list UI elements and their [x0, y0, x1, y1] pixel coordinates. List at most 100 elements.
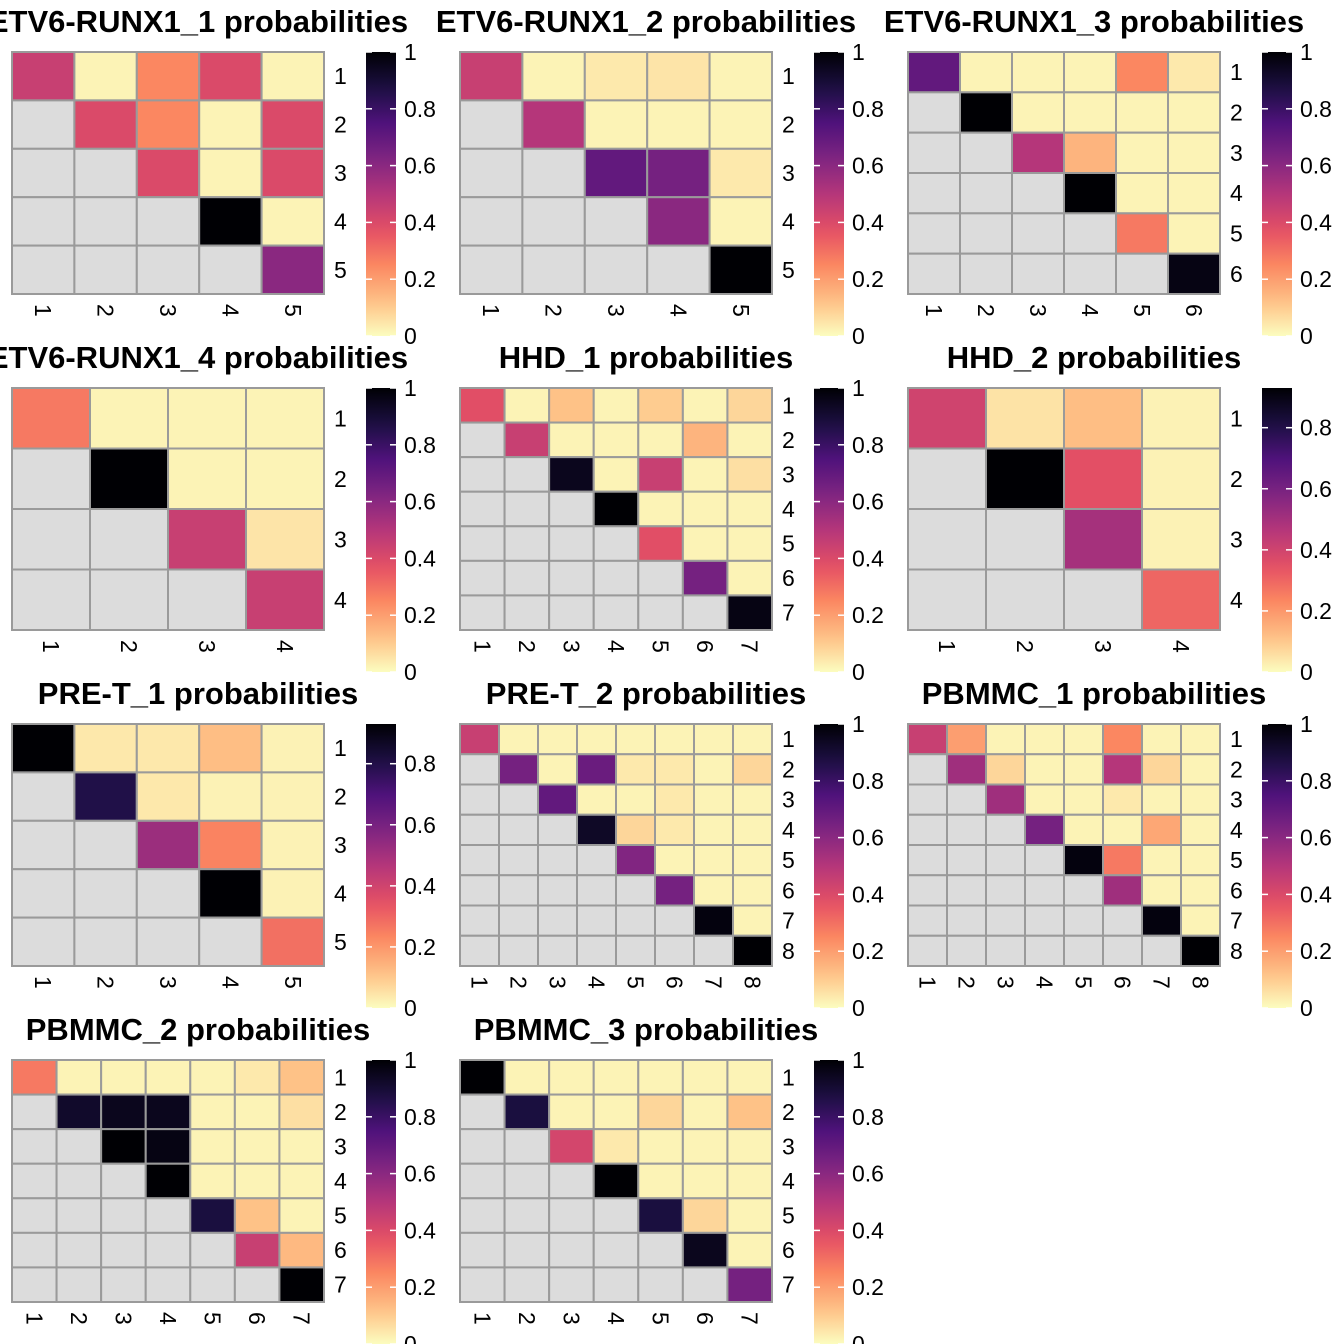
colorbar-tick-label: 0.6 [404, 153, 436, 179]
heatmap-cell [583, 99, 649, 150]
heatmap-cell-empty [459, 904, 500, 937]
heatmap-cell [1141, 874, 1182, 907]
heatmap-cell [726, 1231, 774, 1269]
heatmap-cell-empty [592, 559, 640, 597]
row-tick-label: 3 [1230, 140, 1243, 166]
col-tick-label: 6 [662, 976, 688, 989]
col-tick-label: 3 [110, 1312, 136, 1325]
heatmap-cell [245, 387, 325, 450]
heatmap-cell [89, 447, 169, 510]
heatmap-cell-empty [548, 1266, 595, 1304]
heatmap-cell-empty [548, 1162, 595, 1200]
panel-10: PBMMC_2 probabilities 1 2 3 4 5 6 7 1 2 3 4 5 6 7 0 0.2 0… [11, 1012, 436, 1344]
heatmap-cell-empty [498, 904, 539, 937]
heatmap-cell [592, 1162, 640, 1200]
heatmap-cell-empty [985, 934, 1026, 967]
heatmap-cell [1063, 91, 1117, 134]
heatmap-cell-empty [946, 874, 987, 907]
heatmap-cell-empty [537, 844, 578, 877]
col-tick-label: 1 [478, 304, 504, 317]
heatmap-cell [1141, 753, 1182, 786]
heatmap-cell [907, 51, 961, 94]
colorbar [814, 388, 844, 672]
heatmap-cell-empty [11, 868, 76, 919]
row-tick-label: 2 [1230, 100, 1243, 126]
row-tick-label: 2 [1230, 756, 1243, 782]
heatmap-cell-empty [1011, 172, 1065, 215]
heatmap-cell-empty [985, 844, 1026, 877]
heatmap-cell-empty [592, 525, 640, 562]
heatmap-cell [615, 783, 656, 816]
colorbar-tick-label: 0.2 [852, 266, 884, 292]
colorbar-tick-label: 0.6 [852, 489, 884, 515]
heatmap-cell [135, 819, 201, 871]
heatmap-cell [1024, 813, 1065, 846]
colorbar-tick-label: 0.6 [852, 825, 884, 851]
heatmap-cell [1167, 131, 1221, 175]
heatmap-cell [1063, 753, 1104, 786]
heatmap-cell [732, 753, 773, 786]
colorbar-tick-label: 0.6 [404, 1161, 436, 1187]
heatmap-cell [959, 91, 1013, 134]
heatmap-cell-empty [498, 783, 539, 816]
col-tick-label: 5 [728, 304, 754, 317]
heatmap-cell [681, 1231, 729, 1269]
heatmap-cell [637, 1093, 684, 1131]
col-tick-label: 3 [1025, 304, 1051, 317]
row-tick-label: 3 [334, 1133, 347, 1159]
colorbar-tick-label: 0.8 [1300, 768, 1332, 794]
heatmap-cell [167, 447, 247, 510]
heatmap-cell [592, 387, 640, 424]
heatmap-cell-empty [459, 1093, 506, 1131]
heatmap-cell [548, 1059, 595, 1096]
col-tick-label: 6 [244, 1312, 270, 1325]
heatmap-cell-empty [498, 813, 539, 846]
heatmap-cell [726, 456, 774, 493]
row-tick-label: 2 [334, 1099, 347, 1125]
colorbar-tick-label: 0.4 [1300, 537, 1332, 563]
heatmap-cell-empty [11, 1231, 58, 1269]
heatmap-cell [1180, 934, 1221, 967]
row-tick-label: 3 [334, 160, 347, 186]
heatmap-cell [576, 723, 617, 756]
row-tick-label: 6 [334, 1237, 347, 1263]
row-tick-label: 4 [782, 208, 795, 234]
colorbar-tick-label: 0.6 [1300, 825, 1332, 851]
heatmap-cell-empty [459, 753, 500, 786]
heatmap-cell-empty [459, 147, 524, 199]
col-tick-label: 5 [280, 304, 306, 317]
heatmap-cell [1024, 783, 1065, 816]
row-tick-label: 2 [782, 112, 795, 138]
heatmap-cell [646, 147, 711, 199]
heatmap-cell [1180, 753, 1221, 786]
col-tick-label: 3 [603, 304, 629, 317]
heatmap-cell [89, 387, 169, 450]
heatmap-cell [654, 874, 695, 907]
heatmap-cell [1180, 723, 1221, 756]
heatmap-cell [985, 723, 1026, 756]
heatmap-cell [245, 447, 325, 510]
heatmap-cell-empty [592, 1197, 640, 1234]
row-tick-label: 7 [782, 908, 795, 934]
heatmap-cell-empty [73, 196, 138, 247]
heatmap-cell-empty [198, 244, 263, 296]
panel-title: PBMMC_2 probabilities [26, 1012, 371, 1047]
heatmap-cell-empty [959, 212, 1013, 255]
heatmap-cell-empty [576, 874, 617, 907]
heatmap-cell-empty [135, 868, 201, 919]
heatmap-cell [198, 147, 263, 199]
heatmap-cell-empty [548, 525, 595, 562]
col-tick-label: 4 [603, 640, 629, 653]
panel-title: PRE-T_2 probabilities [486, 676, 806, 711]
row-tick-label: 1 [334, 405, 347, 431]
col-tick-label: 6 [1110, 976, 1136, 989]
heatmap-cell [233, 1197, 281, 1234]
heatmap-cell [726, 1266, 774, 1304]
heatmap-cell [726, 1093, 774, 1131]
heatmap-cell [615, 753, 656, 786]
heatmap-cell [278, 1093, 325, 1131]
heatmap-cell-empty [959, 172, 1013, 215]
heatmap-cell-empty [548, 1231, 595, 1269]
heatmap-cell [1115, 212, 1169, 255]
heatmap-cell [233, 1093, 281, 1131]
